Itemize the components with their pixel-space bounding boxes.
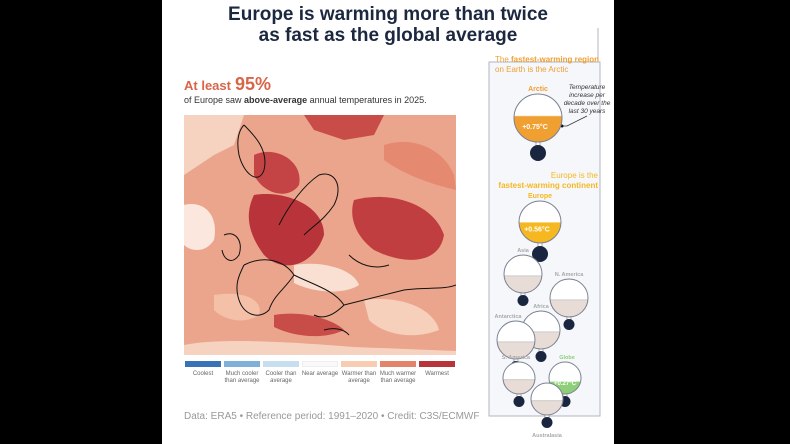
- legend-item: Near average: [301, 361, 339, 385]
- data-credit: Data: ERA5 • Reference period: 1991–2020…: [184, 411, 480, 422]
- legend-item: Warmer than average: [340, 361, 378, 385]
- title-line-1: Europe is warming more than twice: [228, 4, 548, 25]
- arctic-note: The fastest-warming region: [495, 55, 599, 64]
- svg-text:increase per: increase per: [569, 92, 606, 99]
- legend-label: Much cooler than average: [224, 371, 260, 384]
- annotation: Temperature increase per decade over the…: [564, 84, 611, 115]
- legend-label: Much warmer than average: [379, 371, 417, 384]
- headline-stat: At least 95%: [184, 74, 271, 95]
- europe-note: Europe is the: [551, 171, 599, 180]
- bulb-label: S. America: [502, 355, 531, 361]
- svg-text:decade over the: decade over the: [564, 100, 611, 107]
- bulb-label: Australasia: [532, 433, 563, 439]
- legend-label: Warmer than average: [341, 371, 377, 384]
- legend-label: Near average: [301, 371, 339, 377]
- europe-anomaly-map: [184, 115, 456, 355]
- legend-swatch: [380, 361, 416, 367]
- legend-swatch: [185, 361, 221, 367]
- infographic: Europe is warming more than twice as fas…: [162, 0, 614, 444]
- bulb-value: +0.75°C: [522, 123, 548, 131]
- legend-swatch: [419, 361, 455, 367]
- legend-item: Much cooler than average: [223, 361, 261, 385]
- bulb-fill: [497, 341, 535, 359]
- bulb-label: Antarctica: [495, 314, 523, 320]
- bulb-label: Globe: [559, 355, 575, 361]
- headline-subtitle: of Europe saw above-average annual tempe…: [184, 95, 427, 105]
- bulb-label: Arctic: [528, 86, 548, 93]
- bulb-fill: [550, 299, 588, 317]
- bulb-s-america: [502, 361, 536, 407]
- svg-text:last 30 years: last 30 years: [569, 108, 607, 115]
- bulb-n-america: [549, 278, 589, 330]
- legend-label: Coolest: [192, 371, 214, 377]
- legend-swatch: [224, 361, 260, 367]
- svg-text:Temperature: Temperature: [569, 84, 606, 91]
- sub-text: of Europe saw: [184, 95, 245, 105]
- bulb-knob: [535, 351, 547, 362]
- bulb-fill: [531, 400, 563, 415]
- arctic-note-line2: on Earth is the Arctic: [495, 65, 568, 74]
- headline-value: 95%: [234, 74, 271, 94]
- bulb-value: +0.27°C: [554, 381, 577, 387]
- bulb-value: +0.56°C: [524, 225, 550, 233]
- legend-item: Much warmer than average: [379, 361, 417, 385]
- sub-bold: above-average: [244, 95, 308, 105]
- thermometer-panel: The fastest-warming region on Earth is t…: [488, 28, 611, 439]
- bulb-knob: [532, 246, 548, 262]
- bulb-fill: [503, 379, 535, 394]
- page-title: Europe is warming more than twice as fas…: [162, 4, 614, 46]
- title-line-2: as fast as the global average: [258, 25, 518, 46]
- bulb-knob: [541, 417, 553, 428]
- legend-item: Cooler than average: [262, 361, 300, 385]
- bulb-knob: [517, 295, 529, 306]
- map-legend: Coolest Much cooler than average Cooler th…: [184, 361, 456, 385]
- bulb-fill: [504, 275, 542, 293]
- bulb-knob: [530, 145, 546, 161]
- headline-prefix: At least: [184, 78, 231, 93]
- legend-label: Cooler than average: [265, 371, 297, 384]
- legend-swatch: [341, 361, 377, 367]
- legend-swatch: [263, 361, 299, 367]
- bulb-australasia: [530, 382, 564, 428]
- legend-item: Warmest: [418, 361, 456, 385]
- bulb-label: N. America: [555, 272, 584, 278]
- bulb-label: Asia: [517, 248, 530, 254]
- sub-text-end: annual temperatures in 2025.: [307, 95, 427, 105]
- legend-swatch: [302, 361, 338, 367]
- bulb-label: Europe: [528, 193, 552, 200]
- bulb-knob: [563, 319, 575, 330]
- europe-note-line2: fastest-warming continent: [498, 181, 598, 190]
- legend-label: Warmest: [425, 371, 449, 377]
- bulb-fill: [519, 222, 561, 243]
- bulb-europe: [518, 200, 562, 262]
- bulb-knob: [513, 396, 525, 407]
- legend-item: Coolest: [184, 361, 222, 385]
- bulb-asia: [503, 254, 543, 306]
- bulb-label: Africa: [533, 304, 550, 310]
